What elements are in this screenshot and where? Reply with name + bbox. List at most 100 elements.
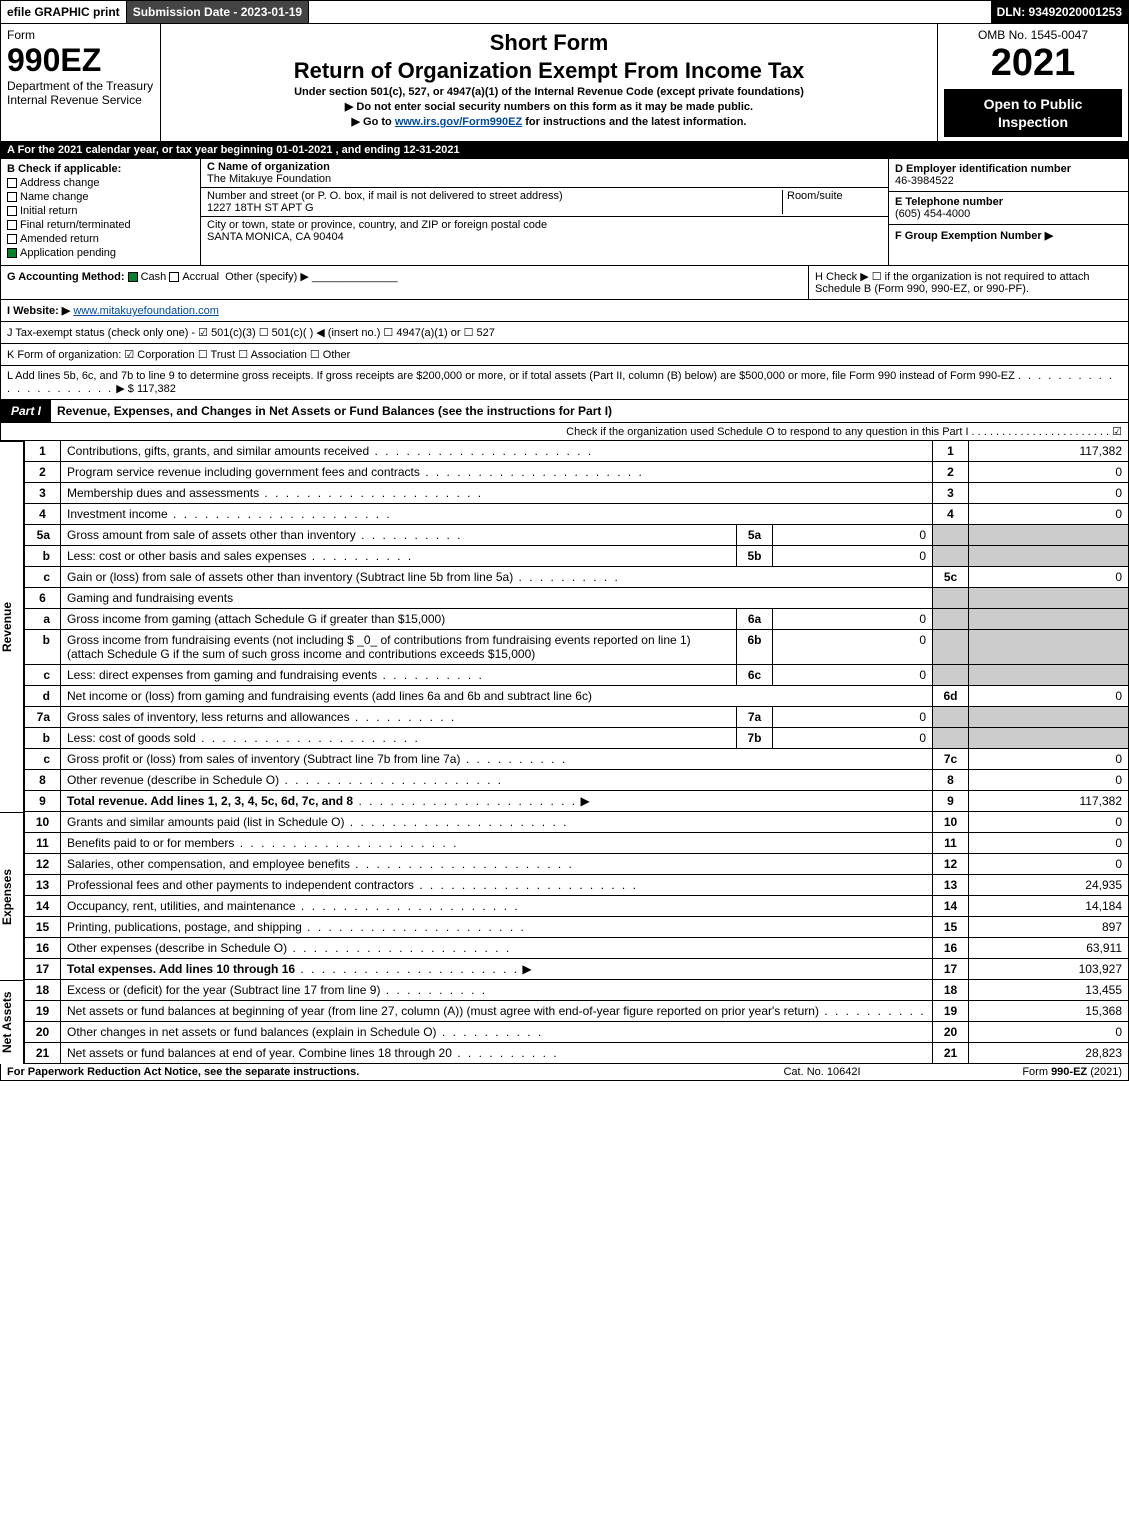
chk-initial-return[interactable]: [7, 206, 17, 216]
line-8: 8Other revenue (describe in Schedule O) …: [25, 770, 1129, 791]
line-6a-mv: 0: [773, 609, 933, 630]
chk-application-pending[interactable]: [7, 248, 17, 258]
line-6b-mn: 6b: [737, 630, 773, 665]
city-value: SANTA MONICA, CA 90404: [207, 231, 344, 243]
line-17-amt: 103,927: [969, 959, 1129, 980]
line-5b: bLess: cost or other basis and sales exp…: [25, 546, 1129, 567]
line-6c-desc: Less: direct expenses from gaming and fu…: [67, 668, 377, 682]
line-11-amt: 0: [969, 833, 1129, 854]
c-name-label: C Name of organization: [207, 161, 330, 173]
line-13-desc: Professional fees and other payments to …: [67, 878, 414, 892]
i-label: I Website: ▶: [7, 305, 70, 317]
line-7b-mn: 7b: [737, 728, 773, 749]
chk-address-change[interactable]: [7, 178, 17, 188]
lbl-address-change: Address change: [20, 177, 100, 189]
line-21-amt: 28,823: [969, 1043, 1129, 1064]
org-name: The Mitakuye Foundation: [207, 173, 331, 185]
line-18-amt: 13,455: [969, 980, 1129, 1001]
line-5c-num: 5c: [933, 567, 969, 588]
line-9: 9Total revenue. Add lines 1, 2, 3, 4, 5c…: [25, 791, 1129, 812]
footer-catno: Cat. No. 10642I: [722, 1066, 922, 1078]
submission-date-button[interactable]: Submission Date - 2023-01-19: [127, 1, 309, 23]
line-17: 17Total expenses. Add lines 10 through 1…: [25, 959, 1129, 980]
efile-button[interactable]: efile GRAPHIC print: [1, 1, 127, 23]
line-15-desc: Printing, publications, postage, and shi…: [67, 920, 302, 934]
line-2: 2 Program service revenue including gover…: [25, 462, 1129, 483]
d-ein-label: D Employer identification number: [895, 163, 1071, 175]
row-i-website: I Website: ▶ www.mitakuyefoundation.com: [0, 300, 1129, 322]
line-8-desc: Other revenue (describe in Schedule O): [67, 773, 279, 787]
line-5b-desc: Less: cost or other basis and sales expe…: [67, 549, 306, 563]
ein-value: 46-3984522: [895, 175, 954, 187]
line-8-amt: 0: [969, 770, 1129, 791]
line-6-desc: Gaming and fundraising events: [61, 588, 933, 609]
room-suite-label: Room/suite: [782, 190, 882, 214]
line-6d-num: 6d: [933, 686, 969, 707]
part1-header: Part I Revenue, Expenses, and Changes in…: [0, 400, 1129, 423]
line-13-amt: 24,935: [969, 875, 1129, 896]
line-6b-mv: 0: [773, 630, 933, 665]
netassets-side-label: Net Assets: [0, 980, 24, 1064]
line-3-amt: 0: [969, 483, 1129, 504]
street-label: Number and street (or P. O. box, if mail…: [207, 190, 563, 202]
lbl-amended-return: Amended return: [20, 233, 99, 245]
l-amount: $ 117,382: [128, 383, 176, 395]
b-label: B Check if applicable:: [7, 163, 121, 175]
line-10-amt: 0: [969, 812, 1129, 833]
lbl-application-pending: Application pending: [20, 247, 116, 259]
line-16-desc: Other expenses (describe in Schedule O): [67, 941, 287, 955]
line-7c: cGross profit or (loss) from sales of in…: [25, 749, 1129, 770]
line-6a-mn: 6a: [737, 609, 773, 630]
line-1-amt: 117,382: [969, 441, 1129, 462]
line-14-desc: Occupancy, rent, utilities, and maintena…: [67, 899, 296, 913]
city-label: City or town, state or province, country…: [207, 219, 547, 231]
chk-final-return[interactable]: [7, 220, 17, 230]
line-20-num: 20: [933, 1022, 969, 1043]
tax-year: 2021: [944, 42, 1122, 85]
part1-title: Revenue, Expenses, and Changes in Net As…: [51, 400, 1128, 422]
row-j-tax-status: J Tax-exempt status (check only one) - ☑…: [0, 322, 1129, 344]
line-12-num: 12: [933, 854, 969, 875]
row-l-gross-receipts: L Add lines 5b, 6c, and 7b to line 9 to …: [0, 366, 1129, 400]
line-7a-mn: 7a: [737, 707, 773, 728]
chk-name-change[interactable]: [7, 192, 17, 202]
line-2-desc: Program service revenue including govern…: [67, 465, 420, 479]
line-20: 20Other changes in net assets or fund ba…: [25, 1022, 1129, 1043]
line-6d-desc: Net income or (loss) from gaming and fun…: [67, 689, 592, 703]
line-6b-desc: Gross income from fundraising events (no…: [67, 633, 691, 661]
website-link[interactable]: www.mitakuyefoundation.com: [73, 305, 219, 317]
line-10-num: 10: [933, 812, 969, 833]
expenses-table: 10Grants and similar amounts paid (list …: [24, 812, 1129, 980]
row-gh: G Accounting Method: Cash Accrual Other …: [0, 266, 1129, 300]
line-19-amt: 15,368: [969, 1001, 1129, 1022]
note-ssn: ▶ Do not enter social security numbers o…: [167, 100, 931, 113]
line-18-desc: Excess or (deficit) for the year (Subtra…: [67, 983, 380, 997]
footer: For Paperwork Reduction Act Notice, see …: [0, 1064, 1129, 1081]
title-sub: Under section 501(c), 527, or 4947(a)(1)…: [167, 86, 931, 98]
form-number: 990EZ: [7, 42, 154, 79]
line-3-num: 3: [933, 483, 969, 504]
line-7b-desc: Less: cost of goods sold: [67, 731, 196, 745]
revenue-table: 1Contributions, gifts, grants, and simil…: [24, 441, 1129, 812]
grid-bcdef: B Check if applicable: Address change Na…: [0, 159, 1129, 266]
line-7c-desc: Gross profit or (loss) from sales of inv…: [67, 752, 460, 766]
line-14-amt: 14,184: [969, 896, 1129, 917]
line-5c-amt: 0: [969, 567, 1129, 588]
line-5a-mv: 0: [773, 525, 933, 546]
form-header: Form 990EZ Department of the Treasury In…: [0, 24, 1129, 142]
line-4-amt: 0: [969, 504, 1129, 525]
line-11-desc: Benefits paid to or for members: [67, 836, 234, 850]
chk-accrual[interactable]: [169, 272, 179, 282]
line-6d: dNet income or (loss) from gaming and fu…: [25, 686, 1129, 707]
line-2-num: 2: [933, 462, 969, 483]
irs-link[interactable]: www.irs.gov/Form990EZ: [395, 116, 522, 128]
chk-cash[interactable]: [128, 272, 138, 282]
line-8-num: 8: [933, 770, 969, 791]
line-12-amt: 0: [969, 854, 1129, 875]
f-group-label: F Group Exemption Number ▶: [895, 230, 1053, 242]
line-21-desc: Net assets or fund balances at end of ye…: [67, 1046, 452, 1060]
line-6b: bGross income from fundraising events (n…: [25, 630, 1129, 665]
chk-amended-return[interactable]: [7, 234, 17, 244]
line-19: 19Net assets or fund balances at beginni…: [25, 1001, 1129, 1022]
line-6c-mv: 0: [773, 665, 933, 686]
